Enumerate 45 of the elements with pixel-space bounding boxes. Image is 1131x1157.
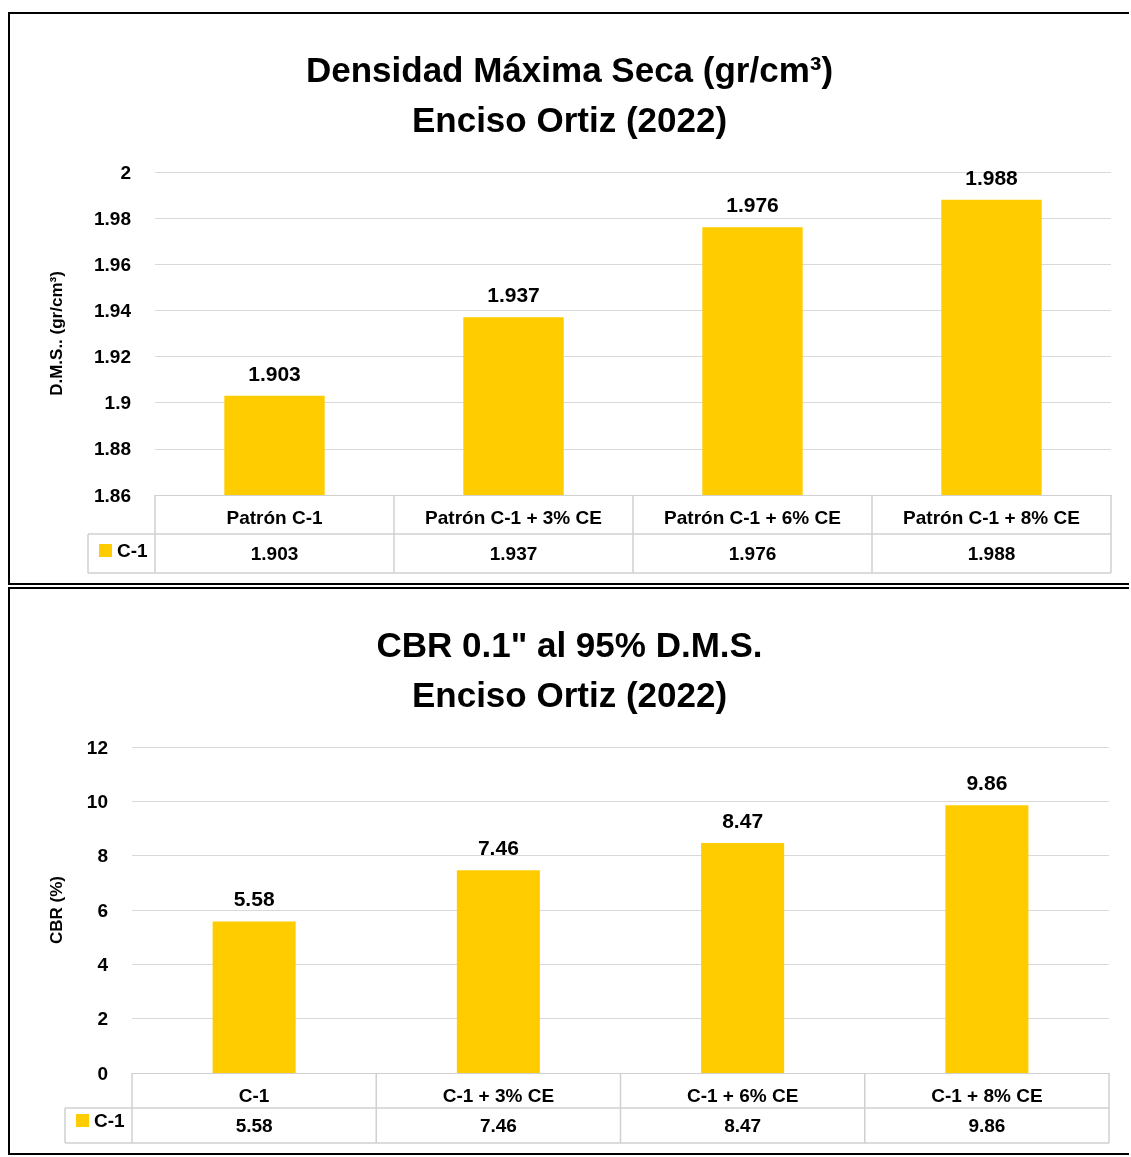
x-tick-label: Patrón C-1 + 8% CE — [903, 507, 1080, 528]
y-tick-label: 1.94 — [94, 299, 132, 321]
chart-title: Densidad Máxima Seca (gr/cm³) Enciso Ortiz (2022) — [305, 49, 834, 139]
y-tick-label: 2 — [97, 1008, 108, 1030]
y-tick-label: 10 — [86, 790, 108, 812]
data-label: 1.903 — [250, 543, 299, 564]
x-tick-label: Patrón C-1 + 6% CE — [664, 507, 841, 528]
data-label: 9.86 — [968, 1115, 1006, 1136]
x-tick-label: Patrón C-1 + 3% CE — [425, 507, 602, 528]
annotation: 9.86 — [966, 771, 1008, 795]
y-tick-label: 1.96 — [94, 253, 131, 275]
chart-title: CBR 0.1" al 95% D.M.S. Enciso Ortiz (2022) — [376, 624, 763, 714]
data-label: 7.46 — [479, 1115, 517, 1136]
annotation: 8.47 — [722, 808, 764, 832]
legend-label: C-1 — [94, 1110, 126, 1131]
annotation: 1.976 — [726, 193, 779, 217]
data-label: 8.47 — [724, 1115, 762, 1136]
y-tick-label: 1.92 — [94, 346, 131, 368]
annotation: 1.903 — [248, 361, 301, 385]
annotation: 7.46 — [477, 836, 519, 860]
y-tick-label: 4 — [97, 953, 109, 975]
y-axis-title: CBR (%) — [47, 876, 66, 944]
x-tick-label: C-1 — [238, 1085, 270, 1106]
y-tick-label: 0 — [97, 1062, 108, 1084]
x-tick-label: C-1 + 3% CE — [442, 1085, 555, 1106]
y-tick-label: 2 — [120, 161, 131, 183]
annotation: 5.58 — [233, 887, 275, 911]
y-tick-label: 1.9 — [104, 392, 131, 414]
y-tick-label: 1.86 — [94, 484, 131, 506]
y-tick-label: 8 — [97, 845, 108, 867]
x-tick-label: C-1 + 8% CE — [931, 1085, 1043, 1106]
x-tick-label: C-1 + 6% CE — [686, 1085, 799, 1106]
y-tick-label: 1.88 — [94, 438, 131, 460]
y-tick-label: 12 — [86, 736, 108, 758]
annotation: 1.937 — [487, 283, 540, 307]
y-axis-title: D.M.S.. (gr/cm³) — [47, 271, 66, 396]
annotation: 1.988 — [965, 165, 1019, 189]
data-label: 5.58 — [235, 1115, 273, 1136]
x-tick-label: Patrón C-1 — [226, 507, 323, 528]
data-label: 1.937 — [489, 543, 538, 564]
legend-label: C-1 — [117, 540, 149, 561]
data-label: 1.976 — [728, 543, 777, 564]
y-tick-label: 6 — [97, 899, 108, 921]
data-label: 1.988 — [967, 543, 1016, 564]
y-tick-label: 1.98 — [94, 207, 131, 229]
